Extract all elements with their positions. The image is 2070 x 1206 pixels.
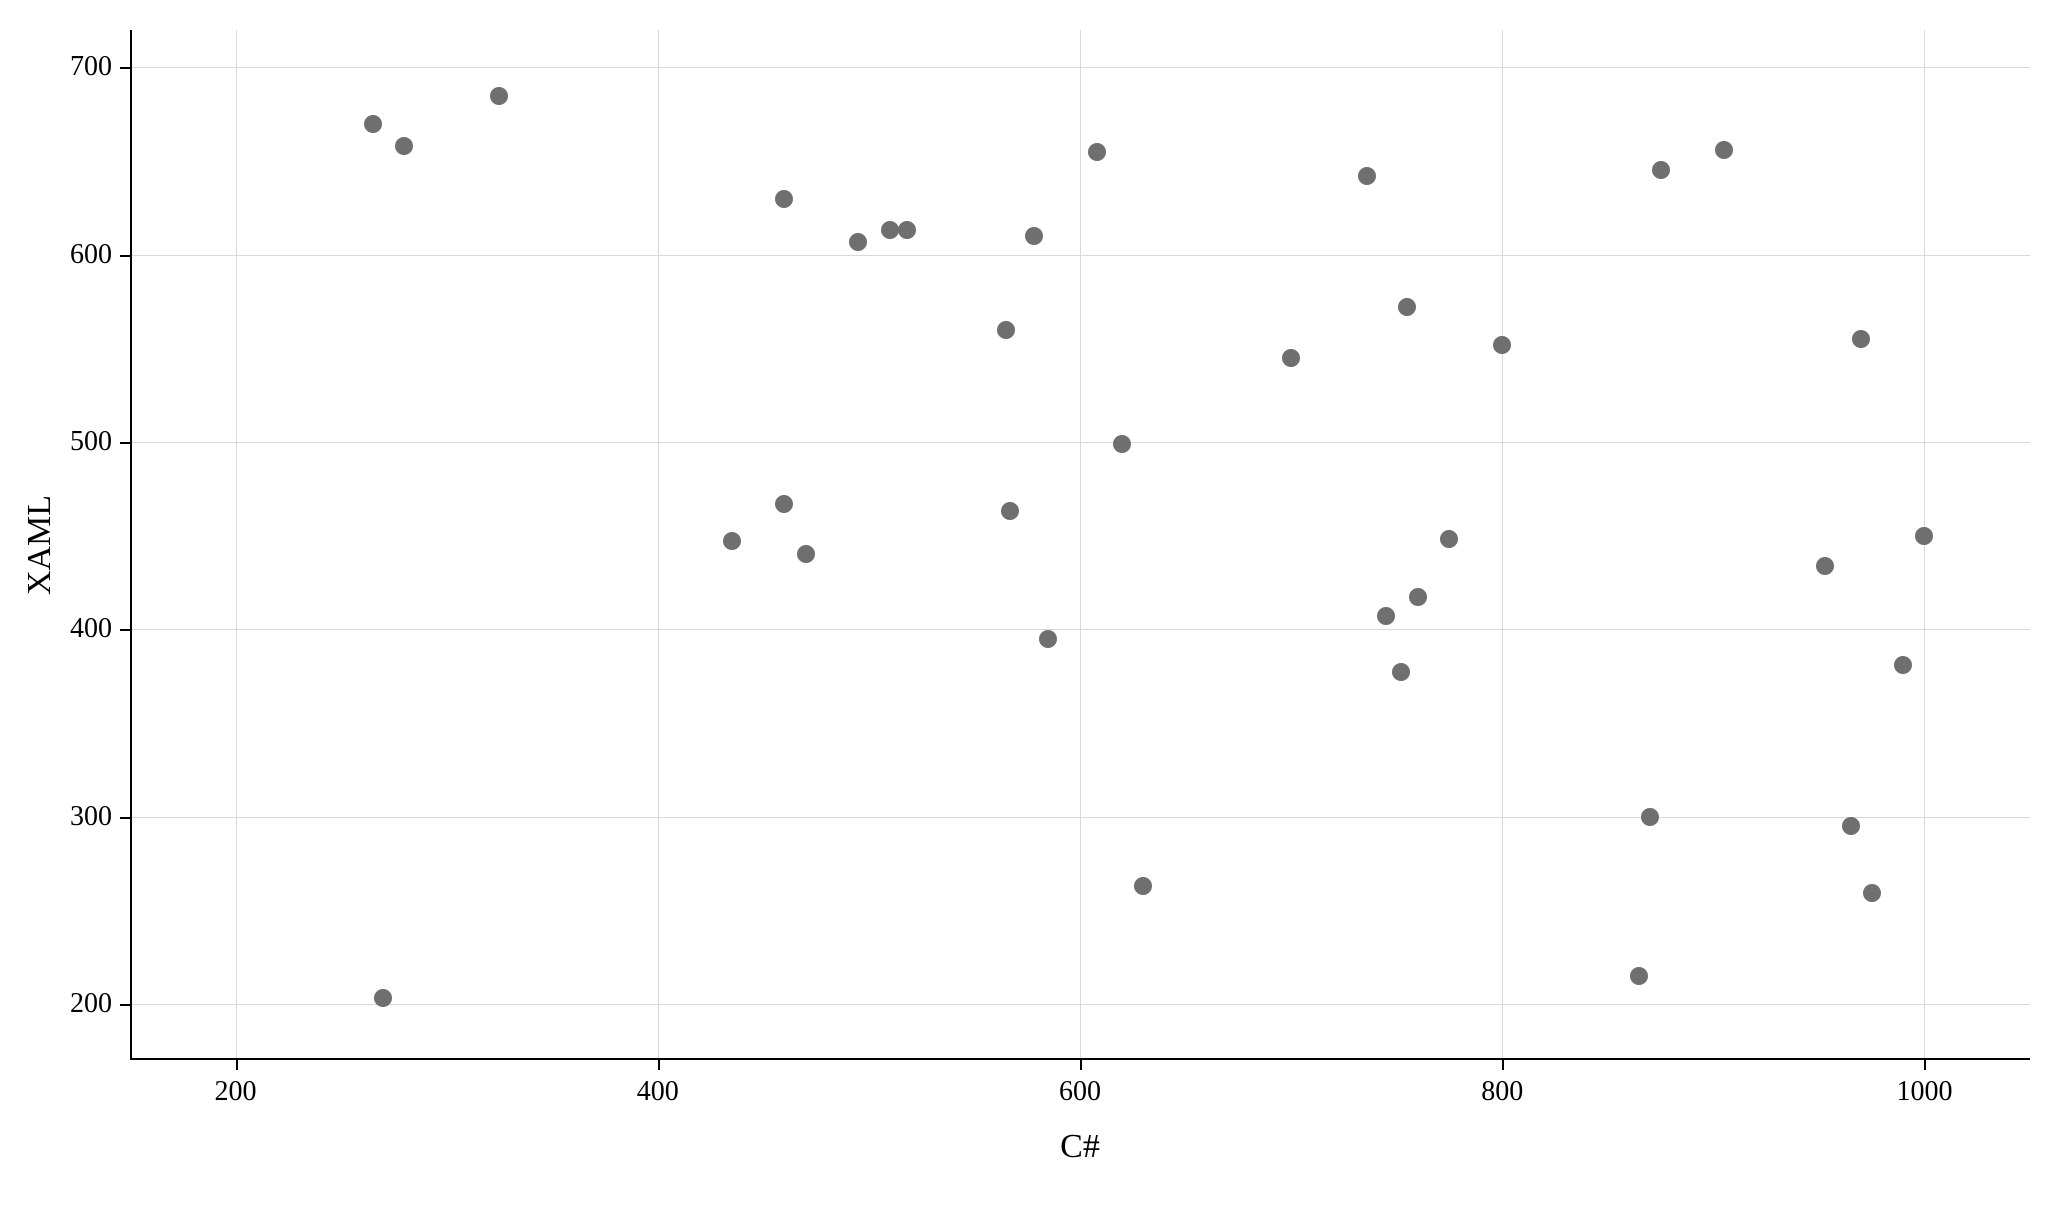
- x-tick: [1924, 1060, 1926, 1070]
- gridline-horizontal: [130, 1004, 2030, 1005]
- y-axis-line: [130, 30, 132, 1060]
- data-point: [1852, 330, 1870, 348]
- y-tick: [120, 817, 130, 819]
- data-point: [881, 221, 899, 239]
- y-tick-label: 600: [70, 239, 112, 271]
- data-point: [1134, 877, 1152, 895]
- data-point: [1440, 530, 1458, 548]
- data-point: [775, 190, 793, 208]
- data-point: [849, 233, 867, 251]
- data-point: [1915, 527, 1933, 545]
- x-tick: [1080, 1060, 1082, 1070]
- gridline-vertical: [1924, 30, 1925, 1060]
- gridline-vertical: [236, 30, 237, 1060]
- y-tick-label: 300: [70, 801, 112, 833]
- x-axis-label: C#: [1060, 1128, 1100, 1166]
- gridline-horizontal: [130, 442, 2030, 443]
- y-tick: [120, 1004, 130, 1006]
- data-point: [364, 115, 382, 133]
- data-point: [395, 137, 413, 155]
- data-point: [1088, 143, 1106, 161]
- x-tick-label: 200: [215, 1076, 257, 1108]
- y-tick: [120, 67, 130, 69]
- data-point: [490, 87, 508, 105]
- data-point: [723, 532, 741, 550]
- y-tick: [120, 255, 130, 257]
- data-point: [775, 495, 793, 513]
- x-tick: [1502, 1060, 1504, 1070]
- x-tick-label: 400: [637, 1076, 679, 1108]
- y-tick-label: 500: [70, 426, 112, 458]
- gridline-vertical: [658, 30, 659, 1060]
- plot-area: [130, 30, 2030, 1060]
- data-point: [997, 321, 1015, 339]
- data-point: [1894, 656, 1912, 674]
- y-tick-label: 400: [70, 613, 112, 645]
- gridline-horizontal: [130, 67, 2030, 68]
- data-point: [1001, 502, 1019, 520]
- data-point: [1392, 663, 1410, 681]
- y-tick-label: 700: [70, 51, 112, 83]
- data-point: [1493, 336, 1511, 354]
- x-tick-label: 800: [1481, 1076, 1523, 1108]
- x-tick-label: 600: [1059, 1076, 1101, 1108]
- x-tick: [236, 1060, 238, 1070]
- scatter-chart: 200 400 600 800 1000 200 300 400 500 600 700 C# XA…: [0, 0, 2070, 1206]
- y-tick: [120, 629, 130, 631]
- data-point: [1377, 607, 1395, 625]
- data-point: [1652, 161, 1670, 179]
- data-point: [1398, 298, 1416, 316]
- gridline-horizontal: [130, 629, 2030, 630]
- data-point: [1842, 817, 1860, 835]
- x-tick: [658, 1060, 660, 1070]
- data-point: [1816, 557, 1834, 575]
- data-point: [1409, 588, 1427, 606]
- data-point: [1863, 884, 1881, 902]
- data-point: [1358, 167, 1376, 185]
- y-tick: [120, 442, 130, 444]
- data-point: [1039, 630, 1057, 648]
- y-axis-label: XAML: [21, 495, 59, 595]
- y-tick-label: 200: [70, 988, 112, 1020]
- data-point: [1641, 808, 1659, 826]
- gridline-horizontal: [130, 817, 2030, 818]
- data-point: [1113, 435, 1131, 453]
- data-point: [374, 989, 392, 1007]
- data-point: [1715, 141, 1733, 159]
- gridline-vertical: [1080, 30, 1081, 1060]
- data-point: [1025, 227, 1043, 245]
- x-tick-label: 1000: [1896, 1076, 1952, 1108]
- gridline-vertical: [1502, 30, 1503, 1060]
- data-point: [898, 221, 916, 239]
- data-point: [1630, 967, 1648, 985]
- data-point: [797, 545, 815, 563]
- gridline-horizontal: [130, 255, 2030, 256]
- data-point: [1282, 349, 1300, 367]
